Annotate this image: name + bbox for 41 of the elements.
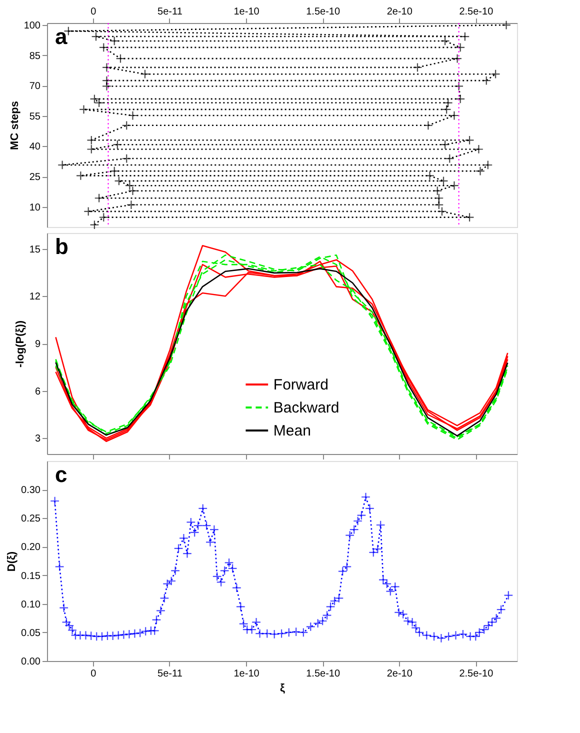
y-tick-label: 0.25 (21, 514, 41, 525)
annotation: a (55, 24, 68, 49)
y-tick-label: 3 (34, 434, 41, 445)
y-tick-label: 100 (24, 20, 41, 32)
x-axis-title: ξ (280, 682, 286, 694)
x-tick-label: 2.5e-10 (459, 668, 494, 680)
y-tick-label: 55 (29, 111, 41, 122)
y-tick-label: 0.20 (21, 542, 41, 554)
legend-label: Mean (273, 422, 311, 440)
x-tick-label: 2e-10 (386, 668, 413, 680)
y-axis-title: -log(P(ξ)) (14, 320, 26, 368)
x-tick-label: 0 (90, 668, 97, 680)
y-tick-label: 0.15 (21, 570, 41, 582)
y-tick-label: 0.05 (21, 628, 41, 639)
y-tick-label: 70 (29, 81, 41, 92)
x-tick-label: 2e-10 (386, 6, 413, 18)
y-tick-label: 9 (34, 339, 41, 350)
y-tick-label: 0.30 (21, 485, 41, 496)
x-tick-label: 5e-11 (158, 6, 183, 18)
y-tick-label: 6 (34, 386, 41, 398)
y-tick-label: 85 (29, 50, 41, 62)
y-tick-label: 25 (29, 172, 41, 184)
annotation: c (55, 462, 68, 487)
x-tick-label: 1e-10 (234, 6, 260, 18)
y-tick-label: 0.10 (21, 599, 41, 610)
y-tick-label: 40 (29, 142, 41, 153)
x-tick-label: 1e-10 (234, 668, 260, 680)
x-tick-label: 5e-11 (158, 668, 183, 680)
x-tick-label: 1.5e-10 (306, 6, 340, 18)
legend-label: Forward (273, 376, 328, 394)
annotation: b (55, 234, 68, 259)
y-axis-title: MC steps (8, 101, 21, 150)
y-tick-label: 0.00 (21, 656, 41, 668)
y-axis-title: D(ξ) (6, 551, 18, 572)
y-tick-label: 10 (29, 202, 41, 214)
x-tick-label: 1.5e-10 (306, 668, 340, 680)
y-tick-label: 15 (29, 244, 41, 256)
legend-label: Backward (273, 400, 340, 416)
x-tick-label: 2.5e-10 (459, 6, 494, 18)
x-tick-label: 0 (90, 6, 97, 18)
y-tick-label: 12 (29, 292, 41, 303)
